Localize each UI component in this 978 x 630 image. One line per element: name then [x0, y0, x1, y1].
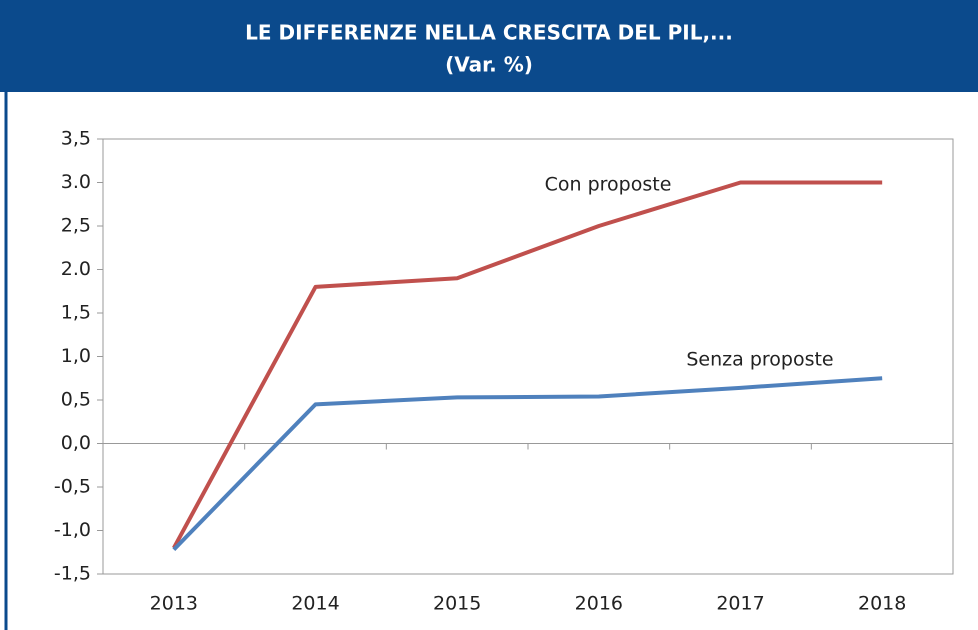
y-tick-label: 0,0: [61, 432, 91, 454]
y-tick-label: 3,5: [61, 128, 91, 150]
header-bar: [0, 0, 978, 92]
line-series: [172, 376, 883, 552]
series-label: Senza proposte: [686, 349, 833, 371]
x-tick-label: 2014: [291, 593, 339, 615]
x-tick-label: 2015: [433, 593, 481, 615]
x-tick-label: 2016: [575, 593, 623, 615]
line-series: [172, 180, 883, 549]
chart-subtitle: (Var. %): [445, 53, 533, 77]
y-tick-label: 1,0: [61, 345, 91, 367]
series-label: Con proposte: [545, 174, 672, 196]
y-tick-label: 3.0: [61, 171, 91, 193]
y-tick-label: -0,5: [54, 476, 91, 498]
y-tick-label: 2,5: [61, 215, 91, 237]
y-tick-label: 1,5: [61, 302, 91, 324]
chart-title: LE DIFFERENZE NELLA CRESCITA DEL PIL,...: [245, 21, 733, 45]
y-tick-label: -1,5: [54, 563, 91, 585]
x-tick-label: 2013: [150, 593, 198, 615]
x-tick-label: 2017: [716, 593, 764, 615]
y-tick-label: 0,5: [61, 389, 91, 411]
y-tick-label: 2.0: [61, 258, 91, 280]
x-tick-label: 2018: [858, 593, 906, 615]
y-tick-label: -1,0: [54, 519, 91, 541]
